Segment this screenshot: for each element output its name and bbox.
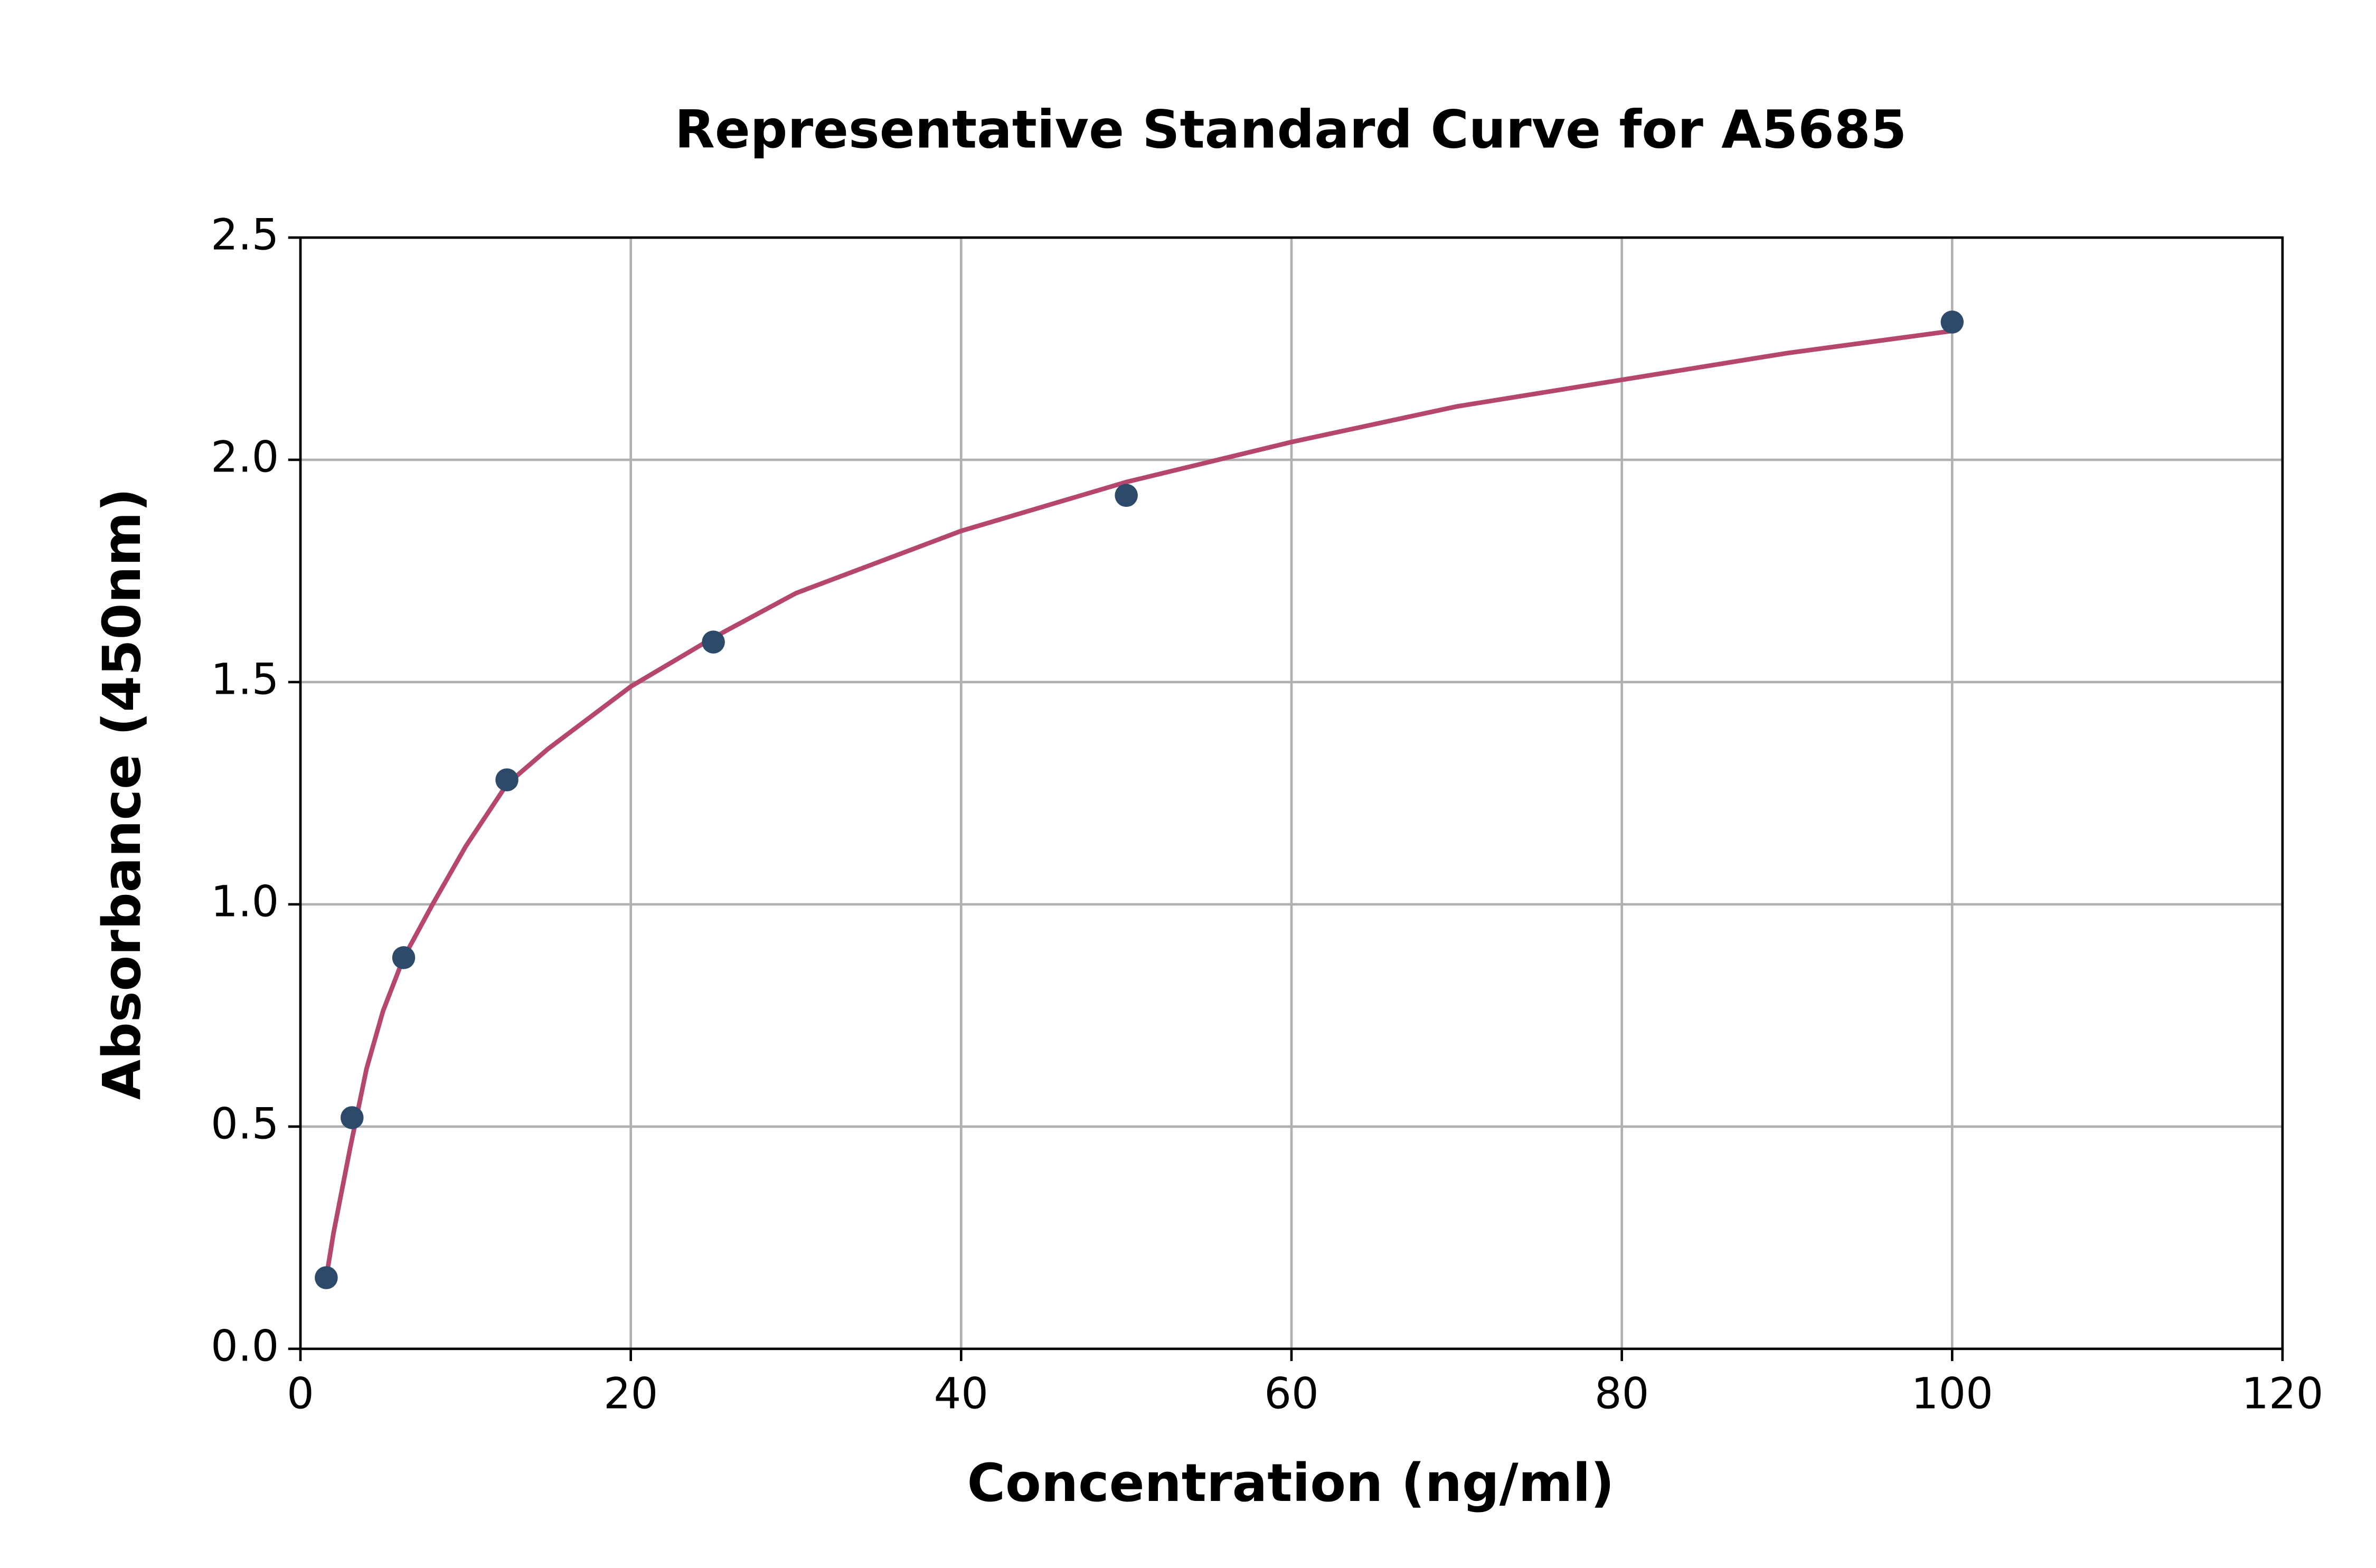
data-point xyxy=(495,768,518,791)
data-point xyxy=(392,946,416,969)
y-tick-label: 2.5 xyxy=(211,210,279,260)
data-point xyxy=(1940,310,1964,334)
x-tick-label: 0 xyxy=(287,1369,314,1419)
x-tick-label: 80 xyxy=(1595,1369,1649,1419)
chart-title: Representative Standard Curve for A5685 xyxy=(675,99,1907,160)
fit-curve xyxy=(324,328,1953,1278)
x-tick-label: 60 xyxy=(1264,1369,1318,1419)
data-point xyxy=(341,1106,364,1129)
x-tick-label: 40 xyxy=(934,1369,988,1419)
data-point xyxy=(702,630,725,654)
data-point xyxy=(1115,484,1138,507)
x-tick-label: 120 xyxy=(2241,1369,2323,1419)
x-axis-label: Concentration (ng/ml) xyxy=(967,1453,1615,1514)
plot-area xyxy=(315,310,1964,1289)
x-tick-label: 20 xyxy=(604,1369,658,1419)
x-tick-label: 100 xyxy=(1911,1369,1993,1419)
y-tick-label: 1.0 xyxy=(211,877,279,927)
y-axis-label: Absorbance (450nm) xyxy=(92,488,153,1100)
data-point xyxy=(315,1266,338,1289)
plot-frame xyxy=(299,236,2284,1350)
y-tick-label: 1.5 xyxy=(211,655,279,704)
y-tick-label: 0.0 xyxy=(211,1321,279,1371)
y-tick-label: 0.5 xyxy=(211,1099,279,1149)
y-tick-label: 2.0 xyxy=(211,432,279,482)
